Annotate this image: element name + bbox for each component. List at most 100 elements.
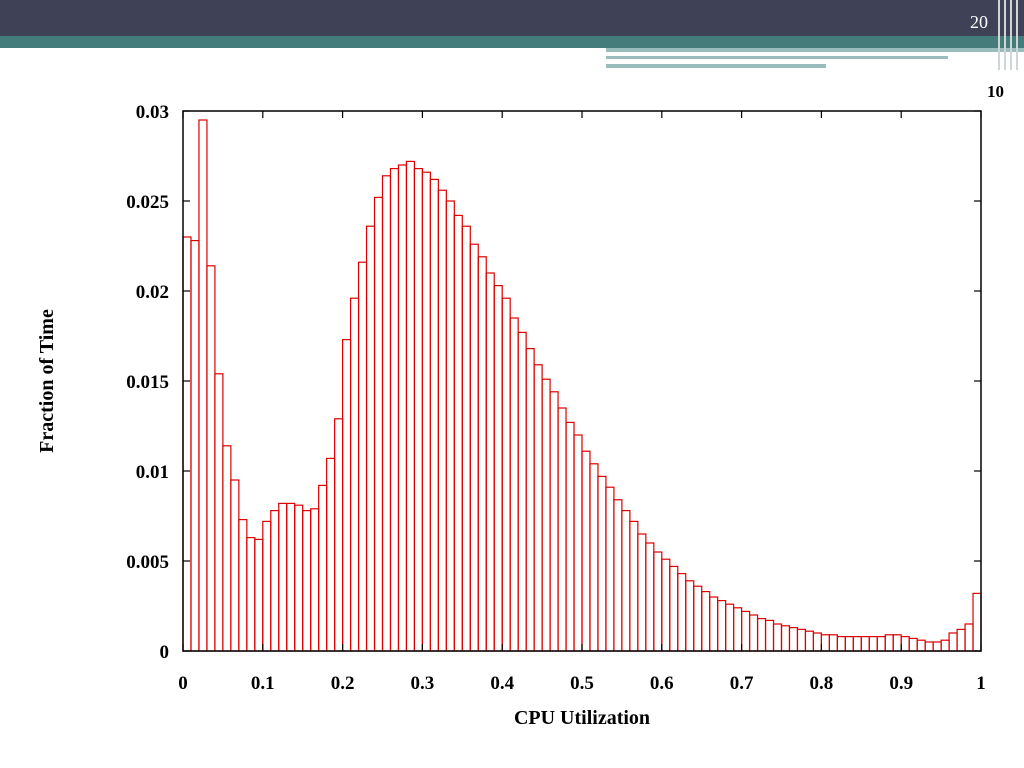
histogram-bar: [613, 499, 623, 652]
histogram-bar: [469, 243, 479, 652]
histogram-bar: [645, 542, 655, 652]
y-tick-label: 0: [160, 642, 170, 663]
histogram-bar: [270, 510, 280, 652]
histogram-bar: [541, 378, 551, 652]
slide-number: 20: [970, 12, 988, 32]
histogram-bar: [796, 628, 807, 652]
histogram-bar: [669, 565, 679, 652]
histogram-bar: [453, 214, 463, 652]
histogram-bar: [557, 407, 567, 652]
histogram-bar: [334, 418, 344, 652]
histogram-bar: [206, 265, 216, 652]
histogram-bar: [940, 639, 950, 652]
histogram-bar: [653, 551, 663, 652]
histogram-bar: [182, 236, 192, 652]
x-tick-label: 0: [178, 673, 188, 694]
histogram-bar: [493, 285, 503, 652]
x-tick-label: 0.7: [730, 673, 754, 694]
y-tick-label: 0.015: [126, 372, 169, 393]
histogram-bar: [860, 635, 870, 652]
x-tick-label: 0.4: [490, 673, 514, 694]
histogram-bar: [310, 508, 320, 652]
histogram-bar: [972, 592, 982, 652]
histogram-bar: [254, 538, 264, 652]
histogram-bar: [517, 331, 527, 652]
histogram-bar: [326, 457, 336, 652]
y-tick-label: 0.025: [126, 192, 169, 213]
axis-ticks: 0 0.1 0.2 0.3 0.4 0.5 0.6 0.7 0.8 0.9 1 0 0.005 0.01 0…: [126, 102, 986, 694]
histogram-bar: [948, 632, 958, 652]
histogram-bar: [764, 619, 775, 652]
histogram-bar: [461, 225, 471, 652]
histogram-bar: [342, 339, 352, 652]
histogram-bar: [836, 635, 846, 652]
histogram-bar: [740, 610, 751, 652]
x-axis-label: CPU Utilization: [514, 707, 650, 729]
histogram-bar: [349, 297, 360, 652]
histogram-bar: [214, 373, 224, 652]
x-tick-label: 0.6: [650, 673, 674, 694]
histogram-bar: [772, 623, 783, 652]
slide-accent-band: [0, 36, 1024, 48]
histogram-bar: [477, 256, 487, 652]
histogram-bar: [956, 628, 966, 652]
histogram-bar: [405, 160, 416, 652]
x-tick-label: 0.5: [570, 673, 594, 694]
histogram-bar: [318, 484, 328, 652]
histogram-bar: [701, 590, 711, 652]
histogram-bar: [852, 635, 862, 652]
histogram-bar: [262, 520, 272, 652]
histogram-bar: [916, 639, 926, 652]
histogram-bar: [589, 463, 599, 652]
slide-top-bar: [0, 0, 1024, 36]
histogram-bar: [190, 240, 200, 652]
x-tick-label: 0.8: [810, 673, 834, 694]
x-tick-label: 1: [976, 673, 986, 694]
histogram-bar: [629, 520, 639, 652]
histogram-bar: [222, 445, 232, 652]
histogram-bar: [693, 585, 703, 652]
histogram-bar: [637, 533, 647, 652]
histogram-bar: [389, 168, 400, 652]
y-tick-label: 0.02: [136, 282, 169, 303]
histogram-bar: [381, 175, 392, 652]
histogram-bar: [788, 626, 799, 652]
histogram-bar: [756, 617, 767, 652]
histogram-bar: [533, 364, 543, 652]
histogram-bar: [709, 596, 719, 652]
histogram-bar: [661, 558, 671, 652]
histogram-bar: [525, 348, 535, 652]
x-tick-label: 0.2: [331, 673, 355, 694]
histogram-bars: [182, 119, 982, 652]
histogram-bar: [820, 634, 830, 652]
histogram-bar: [733, 607, 743, 652]
histogram-bar: [286, 502, 296, 652]
slide-accent-line: [606, 56, 948, 59]
histogram-bar: [357, 261, 368, 652]
histogram-bar: [932, 641, 942, 652]
histogram-bar: [437, 189, 447, 652]
histogram-bar: [812, 632, 822, 652]
histogram-bar: [421, 171, 431, 652]
y-axis-label: Fraction of Time: [36, 309, 58, 453]
y-tick-label: 0.005: [126, 552, 169, 573]
histogram-bar: [246, 536, 256, 652]
slide-corner-stripes: [994, 0, 1024, 70]
histogram-bar: [748, 614, 759, 652]
x-tick-label: 0.9: [889, 673, 913, 694]
histogram-bar: [198, 119, 208, 652]
histogram-bar: [685, 580, 695, 652]
histogram-bar: [908, 637, 918, 652]
histogram-bar: [876, 635, 886, 652]
slide-accent-line: [606, 64, 826, 68]
histogram-bar: [780, 625, 791, 652]
histogram-bar: [964, 623, 974, 652]
histogram-bar: [549, 391, 559, 652]
histogram-bar: [238, 518, 248, 652]
histogram-bar: [373, 196, 384, 652]
histogram-bar: [900, 635, 910, 652]
histogram-bar: [677, 572, 687, 652]
histogram-bar: [804, 630, 815, 652]
histogram-bar: [294, 504, 304, 652]
